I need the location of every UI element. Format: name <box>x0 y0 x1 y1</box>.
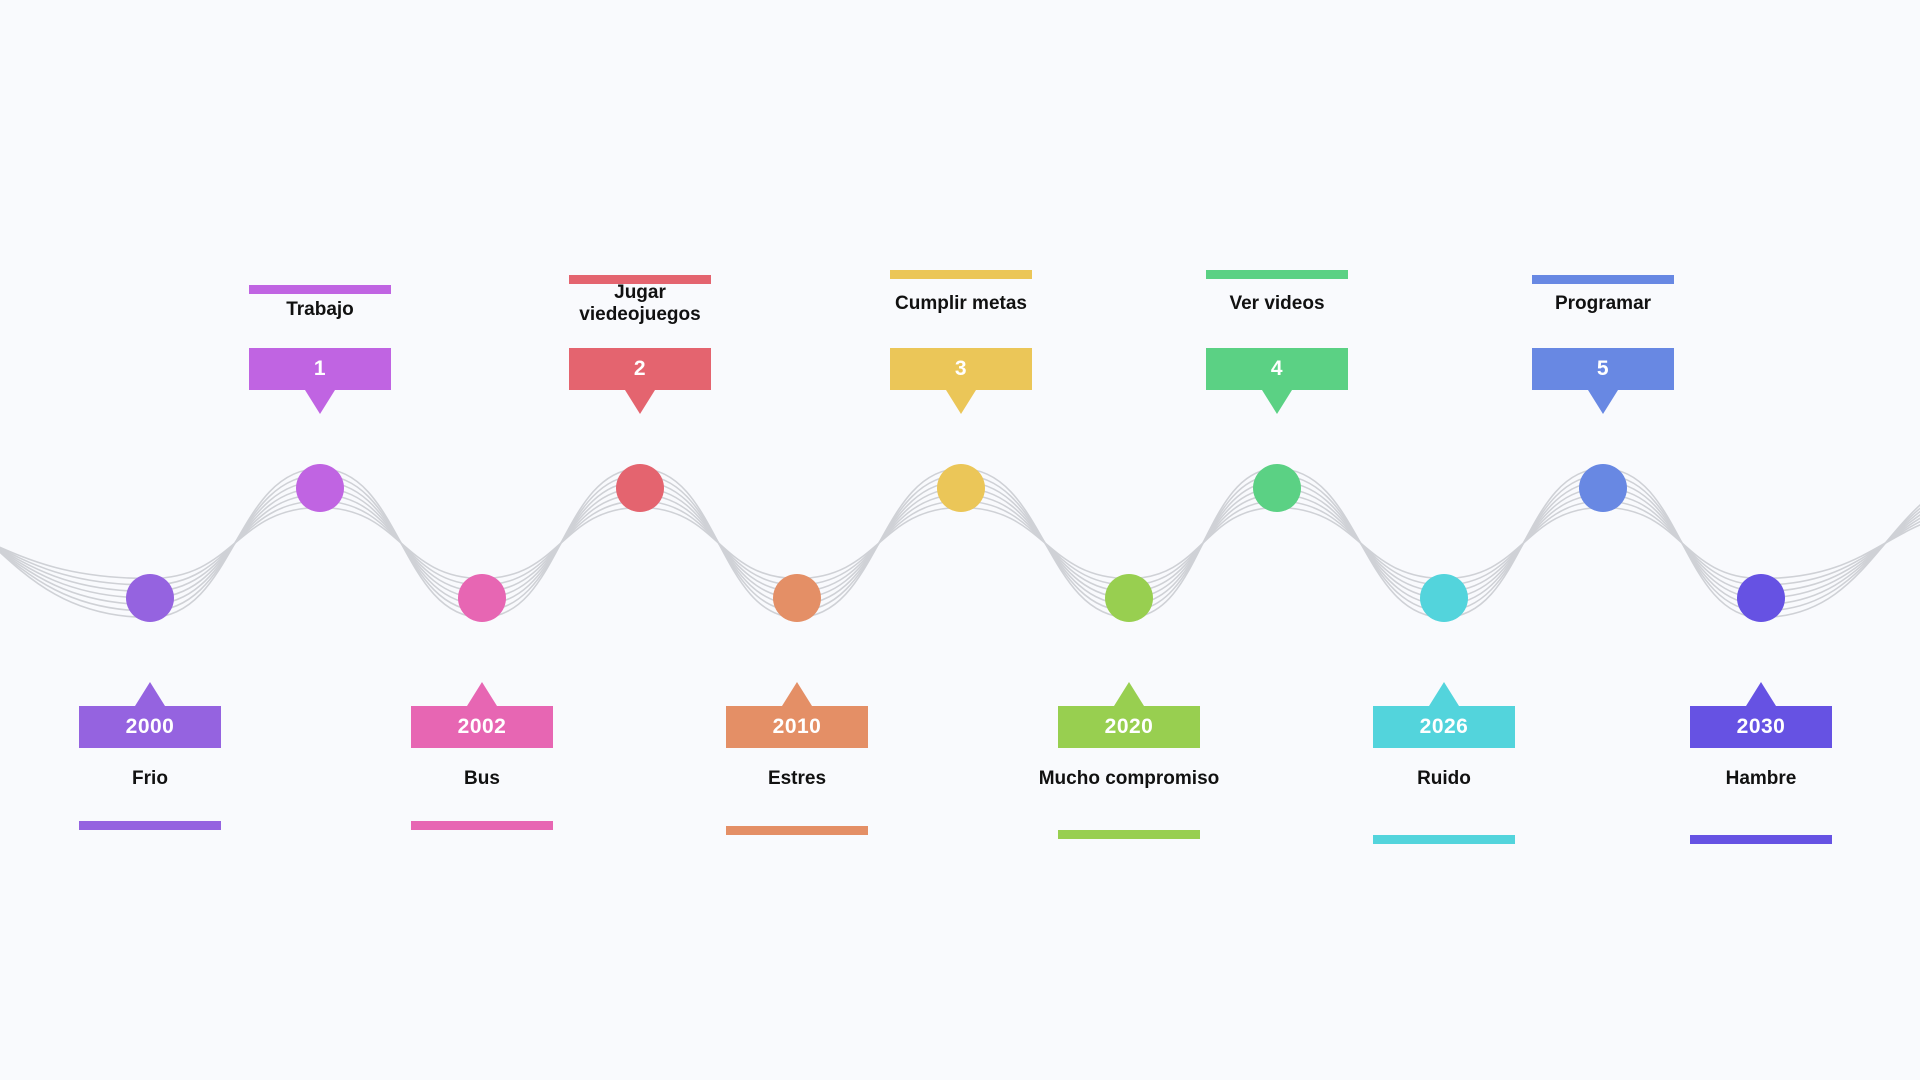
step-number-tag: 2 <box>569 348 711 414</box>
top-item-label: Programar <box>1554 293 1652 314</box>
year-tag: 2002 <box>411 682 553 748</box>
bottom-item-label: Estres <box>767 768 827 789</box>
timeline-node-top <box>296 464 344 512</box>
bottom-item-label: Frio <box>132 768 168 789</box>
top-accent-bar <box>890 270 1032 279</box>
top-item-label: Cumplir metas <box>895 293 1027 314</box>
step-number-tag: 4 <box>1206 348 1348 414</box>
top-accent-bar <box>249 285 391 294</box>
timeline-node-top <box>616 464 664 512</box>
top-accent-bar <box>569 275 711 284</box>
top-item-label: Jugar viedeojuegos <box>579 282 701 325</box>
timeline-node-top <box>937 464 985 512</box>
bottom-accent-bar <box>726 826 868 835</box>
bottom-accent-bar <box>1058 830 1200 839</box>
year-tag: 2020 <box>1058 682 1200 748</box>
bottom-accent-bar <box>411 821 553 830</box>
top-item-label: Trabajo <box>286 299 354 320</box>
bottom-item-label: Bus <box>464 768 500 789</box>
wave-line <box>0 506 1920 580</box>
bottom-accent-bar <box>1373 835 1515 844</box>
step-number-tag: 5 <box>1532 348 1674 414</box>
year-tag: 2026 <box>1373 682 1515 748</box>
timeline-node-top <box>1253 464 1301 512</box>
wave-line <box>0 500 1920 586</box>
top-accent-bar <box>1206 270 1348 279</box>
year-tag: 2010 <box>726 682 868 748</box>
year-tag: 2000 <box>79 682 221 748</box>
bottom-item-label: Ruido <box>1417 768 1471 789</box>
timeline-node-bottom <box>773 574 821 622</box>
bottom-accent-bar <box>79 821 221 830</box>
top-accent-bar <box>1532 275 1674 284</box>
bottom-accent-bar <box>1690 835 1832 844</box>
timeline-node-bottom <box>1105 574 1153 622</box>
timeline-node-bottom <box>126 574 174 622</box>
bottom-item-label: Hambre <box>1725 768 1797 789</box>
timeline-node-bottom <box>1737 574 1785 622</box>
year-tag: 2030 <box>1690 682 1832 748</box>
timeline-node-bottom <box>458 574 506 622</box>
bottom-item-label: Mucho compromiso <box>1038 768 1220 789</box>
timeline-node-top <box>1579 464 1627 512</box>
timeline-node-bottom <box>1420 574 1468 622</box>
top-item-label: Ver videos <box>1229 293 1325 314</box>
step-number-tag: 1 <box>249 348 391 414</box>
step-number-tag: 3 <box>890 348 1032 414</box>
